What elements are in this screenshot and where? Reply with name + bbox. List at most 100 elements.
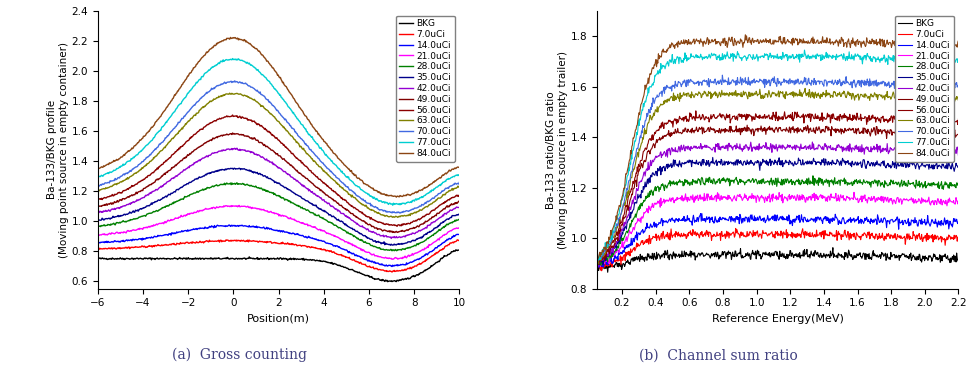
X-axis label: Position(m): Position(m) bbox=[247, 314, 310, 324]
84.0uCi bbox=[267, 66, 278, 70]
28.0uCi bbox=[655, 182, 666, 187]
28.0uCi bbox=[386, 249, 398, 253]
28.0uCi bbox=[446, 221, 457, 225]
28.0uCi bbox=[590, 262, 602, 267]
7.0uCi bbox=[832, 231, 844, 236]
56.0uCi bbox=[684, 114, 696, 119]
Line: 7.0uCi: 7.0uCi bbox=[596, 228, 957, 271]
14.0uCi bbox=[223, 223, 234, 227]
42.0uCi bbox=[267, 160, 278, 164]
84.0uCi bbox=[864, 41, 875, 46]
21.0uCi bbox=[264, 209, 276, 214]
70.0uCi bbox=[92, 184, 104, 188]
63.0uCi bbox=[952, 98, 963, 103]
Line: 21.0uCi: 21.0uCi bbox=[596, 192, 957, 267]
77.0uCi bbox=[267, 84, 278, 88]
49.0uCi bbox=[446, 202, 457, 207]
56.0uCi bbox=[832, 119, 844, 123]
56.0uCi bbox=[389, 223, 401, 228]
56.0uCi bbox=[592, 262, 604, 267]
BKG bbox=[590, 263, 602, 268]
BKG bbox=[389, 279, 401, 283]
77.0uCi bbox=[453, 173, 465, 178]
42.0uCi bbox=[590, 258, 602, 262]
7.0uCi bbox=[952, 235, 963, 239]
14.0uCi bbox=[952, 219, 963, 223]
49.0uCi bbox=[590, 261, 602, 265]
70.0uCi bbox=[684, 77, 696, 81]
7.0uCi bbox=[446, 241, 457, 245]
42.0uCi bbox=[864, 149, 875, 154]
42.0uCi bbox=[92, 211, 104, 215]
84.0uCi bbox=[739, 33, 750, 37]
Line: 28.0uCi: 28.0uCi bbox=[98, 183, 459, 251]
77.0uCi bbox=[390, 202, 402, 206]
28.0uCi bbox=[591, 263, 603, 268]
77.0uCi bbox=[446, 175, 457, 179]
14.0uCi bbox=[92, 240, 104, 244]
70.0uCi bbox=[389, 211, 401, 215]
BKG bbox=[307, 258, 319, 262]
14.0uCi bbox=[267, 228, 278, 232]
28.0uCi bbox=[308, 211, 319, 216]
28.0uCi bbox=[92, 224, 104, 229]
7.0uCi bbox=[804, 234, 816, 239]
77.0uCi bbox=[288, 112, 300, 117]
Text: (a)  Gross counting: (a) Gross counting bbox=[172, 348, 307, 362]
56.0uCi bbox=[952, 117, 963, 121]
14.0uCi bbox=[591, 266, 603, 270]
84.0uCi bbox=[389, 194, 401, 198]
42.0uCi bbox=[288, 177, 300, 182]
Line: 56.0uCi: 56.0uCi bbox=[596, 111, 957, 265]
21.0uCi bbox=[832, 197, 844, 202]
63.0uCi bbox=[267, 113, 278, 117]
28.0uCi bbox=[952, 180, 963, 184]
84.0uCi bbox=[832, 38, 844, 42]
49.0uCi bbox=[952, 132, 963, 137]
70.0uCi bbox=[755, 78, 767, 83]
63.0uCi bbox=[590, 257, 602, 261]
63.0uCi bbox=[308, 159, 319, 164]
56.0uCi bbox=[308, 172, 319, 176]
77.0uCi bbox=[308, 138, 319, 142]
Line: 84.0uCi: 84.0uCi bbox=[596, 35, 957, 260]
84.0uCi bbox=[264, 63, 276, 67]
Line: 77.0uCi: 77.0uCi bbox=[98, 58, 459, 205]
49.0uCi bbox=[804, 126, 816, 130]
7.0uCi bbox=[266, 241, 277, 245]
BKG bbox=[266, 257, 277, 261]
7.0uCi bbox=[595, 269, 607, 273]
84.0uCi bbox=[453, 165, 465, 169]
49.0uCi bbox=[754, 124, 766, 128]
Line: 35.0uCi: 35.0uCi bbox=[98, 168, 459, 245]
BKG bbox=[453, 248, 465, 252]
42.0uCi bbox=[806, 140, 818, 144]
84.0uCi bbox=[952, 38, 963, 43]
Line: 14.0uCi: 14.0uCi bbox=[596, 213, 957, 268]
77.0uCi bbox=[798, 48, 810, 52]
35.0uCi bbox=[446, 213, 457, 218]
77.0uCi bbox=[387, 203, 399, 208]
21.0uCi bbox=[308, 225, 319, 229]
35.0uCi bbox=[390, 242, 402, 247]
7.0uCi bbox=[729, 226, 741, 231]
49.0uCi bbox=[227, 131, 238, 135]
14.0uCi bbox=[390, 263, 402, 268]
BKG bbox=[287, 256, 299, 260]
84.0uCi bbox=[92, 167, 104, 171]
70.0uCi bbox=[267, 103, 278, 108]
63.0uCi bbox=[864, 94, 875, 98]
84.0uCi bbox=[655, 54, 666, 59]
42.0uCi bbox=[390, 235, 402, 240]
35.0uCi bbox=[308, 203, 319, 207]
14.0uCi bbox=[832, 218, 844, 223]
35.0uCi bbox=[952, 165, 963, 170]
21.0uCi bbox=[754, 195, 766, 199]
14.0uCi bbox=[684, 219, 696, 223]
42.0uCi bbox=[804, 147, 816, 152]
56.0uCi bbox=[755, 115, 767, 119]
X-axis label: Reference Energy(MeV): Reference Energy(MeV) bbox=[711, 314, 843, 324]
Line: 28.0uCi: 28.0uCi bbox=[596, 176, 957, 266]
63.0uCi bbox=[453, 185, 465, 190]
56.0uCi bbox=[453, 194, 465, 198]
